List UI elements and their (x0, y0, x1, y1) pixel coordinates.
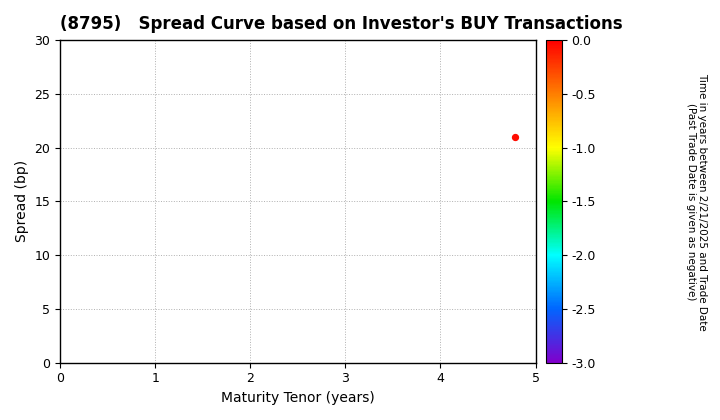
Y-axis label: Spread (bp): Spread (bp) (15, 160, 29, 242)
Point (509, 134, 521, 140)
Text: (8795)   Spread Curve based on Investor's BUY Transactions: (8795) Spread Curve based on Investor's … (60, 15, 623, 33)
Y-axis label: Time in years between 2/21/2025 and Trade Date
(Past Trade Date is given as nega: Time in years between 2/21/2025 and Trad… (685, 73, 707, 330)
X-axis label: Maturity Tenor (years): Maturity Tenor (years) (221, 391, 374, 405)
